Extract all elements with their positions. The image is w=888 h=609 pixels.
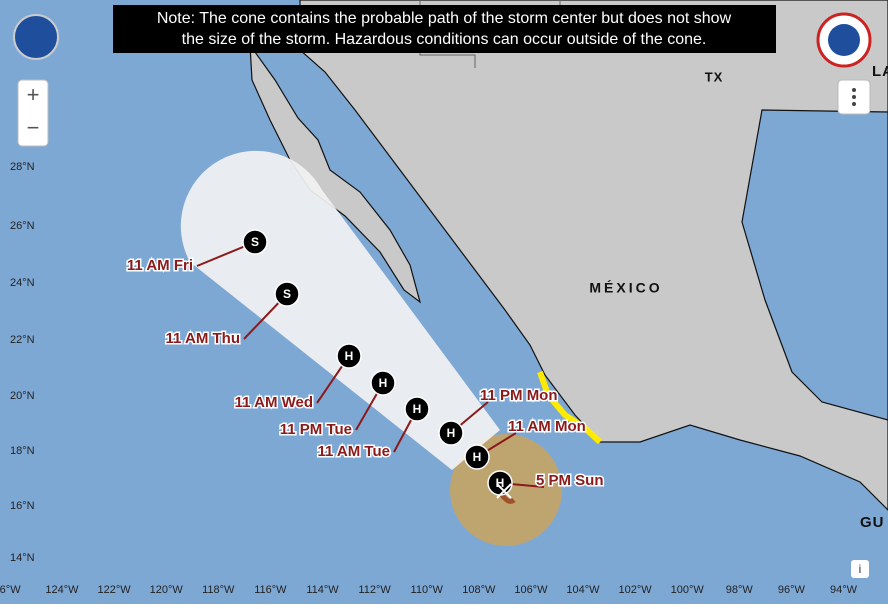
forecast-time: 11 PM Tue <box>280 421 352 438</box>
longitude-label: 126°W <box>0 584 21 596</box>
zoom-in[interactable]: + <box>27 82 40 107</box>
latitude-label: 14°N <box>10 552 35 564</box>
forecast-symbol: H <box>496 476 505 490</box>
info-icon[interactable]: i <box>859 562 862 576</box>
longitude-label: 120°W <box>150 584 184 596</box>
place-label: LA <box>872 63 888 80</box>
longitude-label: 96°W <box>778 584 806 596</box>
forecast-point <box>464 444 490 470</box>
longitude-label: 100°W <box>671 584 705 596</box>
forecast-time: 11 AM Wed <box>235 394 313 411</box>
longitude-label: 106°W <box>514 584 548 596</box>
longitude-label: 98°W <box>726 584 754 596</box>
longitude-label: 104°W <box>566 584 600 596</box>
note-line: Note: The cone contains the probable pat… <box>157 10 732 27</box>
place-label: TX <box>705 69 724 84</box>
longitude-label: 102°W <box>619 584 653 596</box>
forecast-symbol: H <box>413 402 422 416</box>
forecast-point <box>370 370 396 396</box>
forecast-time: 5 PM Sun <box>536 472 604 489</box>
forecast-time: 11 PM Mon <box>480 387 558 404</box>
latitude-label: 20°N <box>10 390 35 402</box>
longitude-label: 122°W <box>98 584 132 596</box>
gulf-of-mexico <box>741 109 888 421</box>
forecast-time: 11 AM Mon <box>508 418 586 435</box>
forecast-time: 11 AM Fri <box>127 257 193 274</box>
menu-dots <box>852 88 856 106</box>
latitude-label: 28°N <box>10 161 35 173</box>
forecast-symbol: H <box>345 349 354 363</box>
current-position <box>496 483 512 499</box>
zoom-out[interactable]: − <box>27 115 40 140</box>
baja-california <box>249 42 422 304</box>
latitude-label: 24°N <box>10 277 35 289</box>
longitude-label: 114°W <box>306 584 339 596</box>
forecast-symbol: H <box>379 376 388 390</box>
forecast-point <box>438 420 464 446</box>
forecast-time: 11 AM Thu <box>166 330 240 347</box>
forecast-symbol: S <box>283 287 291 301</box>
longitude-label: 110°W <box>411 584 444 596</box>
warning-coast <box>537 371 603 445</box>
forecast-point <box>274 281 300 307</box>
latitude-label: 16°N <box>10 500 35 512</box>
latitude-label: 18°N <box>10 445 35 457</box>
forecast-time: 11 AM Tue <box>317 443 390 460</box>
forecast-point <box>336 343 362 369</box>
longitude-label: 108°W <box>462 584 496 596</box>
noaa-logo <box>13 14 59 60</box>
longitude-label: 118°W <box>202 584 235 596</box>
note-box <box>113 5 776 53</box>
zoom-control[interactable] <box>17 79 49 147</box>
forecast-symbol: H <box>447 426 456 440</box>
forecast-point <box>242 229 268 255</box>
place-label: MÉXICO <box>589 280 662 296</box>
note-line: the size of the storm. Hazardous conditi… <box>182 31 707 48</box>
longitude-label: 94°W <box>830 584 858 596</box>
info-button[interactable] <box>851 560 869 578</box>
latitude-label: 26°N <box>10 220 35 232</box>
longitude-label: 112°W <box>358 584 391 596</box>
latitude-label: 22°N <box>10 334 35 346</box>
forecast-point <box>404 396 430 422</box>
forecast-symbol: H <box>473 450 482 464</box>
nws-logo-inner <box>828 24 860 56</box>
longitude-label: 124°W <box>45 584 79 596</box>
place-label: GU <box>860 514 885 531</box>
forecast-symbol: S <box>251 235 259 249</box>
longitude-label: 116°W <box>254 584 287 596</box>
mainland <box>299 0 888 511</box>
